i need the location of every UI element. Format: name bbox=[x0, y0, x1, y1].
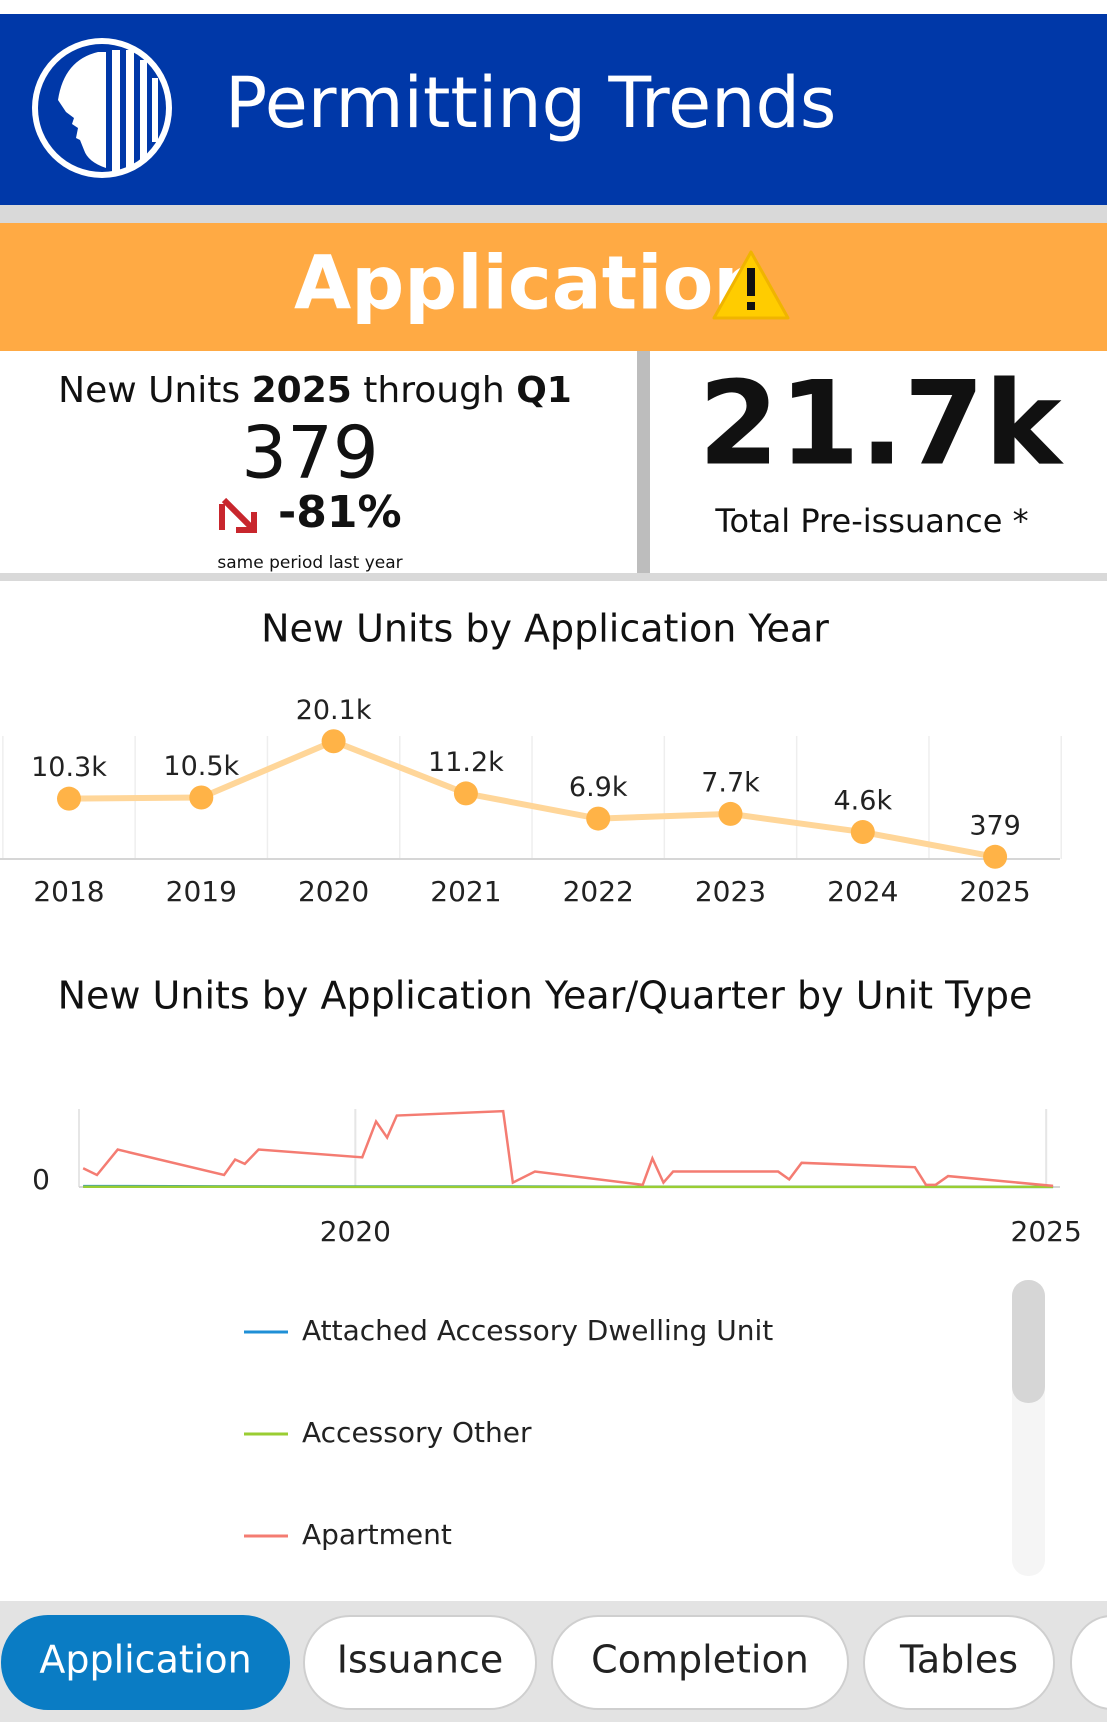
x-tick-label: 2020 bbox=[298, 875, 369, 908]
line bbox=[68, 738, 996, 860]
banner bbox=[0, 223, 1107, 351]
kpi-change-note: same period last year bbox=[217, 553, 402, 573]
point bbox=[850, 820, 875, 845]
data-label: 20.1k bbox=[296, 695, 372, 726]
banner-title: Application bbox=[294, 241, 766, 327]
kpi-divider bbox=[637, 351, 650, 573]
header-title: Permitting Trends bbox=[225, 62, 836, 144]
legend-label[interactable]: Accessory Other bbox=[302, 1416, 532, 1449]
x-tick-label: 2021 bbox=[430, 875, 501, 908]
series-line bbox=[82, 1109, 1054, 1188]
point bbox=[189, 785, 214, 810]
x-tick-label: 2020 bbox=[320, 1215, 391, 1248]
kpi-year: 2025 bbox=[252, 370, 352, 411]
kpi-label: New Units bbox=[58, 370, 240, 411]
tab-label[interactable]: Application bbox=[39, 1638, 251, 1682]
point bbox=[983, 844, 1008, 869]
kpi-total-label: Total Pre-issuance * bbox=[714, 502, 1028, 540]
status-gap bbox=[0, 0, 1107, 14]
x-tick-label: 2025 bbox=[1011, 1215, 1082, 1248]
kpi-value: 379 bbox=[241, 411, 378, 495]
scrollbar-thumb[interactable] bbox=[1012, 1280, 1045, 1403]
point bbox=[453, 781, 478, 806]
kpi-change: -81% bbox=[278, 487, 402, 538]
kpi-total: 21.7k bbox=[698, 357, 1064, 492]
kpi-heading: New Units 2025 through Q1 bbox=[58, 370, 572, 411]
legend-label[interactable]: Attached Accessory Dwelling Unit bbox=[302, 1314, 773, 1347]
warning-icon bbox=[712, 250, 790, 320]
chart-title: New Units by Application Year bbox=[261, 607, 829, 651]
tab[interactable] bbox=[863, 1615, 1055, 1710]
y-tick-label: 0 bbox=[32, 1163, 50, 1196]
data-label: 7.7k bbox=[701, 767, 760, 798]
point bbox=[57, 786, 81, 811]
data-label: 10.5k bbox=[163, 751, 239, 782]
legend-label[interactable]: Apartment bbox=[302, 1518, 452, 1551]
data-label: 6.9k bbox=[569, 772, 628, 803]
tab[interactable] bbox=[1, 1615, 290, 1710]
kpi-quarter: Q1 bbox=[516, 370, 572, 411]
kpi-through: through bbox=[363, 370, 504, 411]
x-tick-label: 2023 bbox=[695, 875, 766, 908]
tab-partial[interactable] bbox=[1070, 1615, 1107, 1710]
data-label: 4.6k bbox=[834, 786, 893, 817]
point bbox=[321, 729, 346, 754]
kpi-bottom-border bbox=[0, 573, 1107, 581]
tab-label[interactable]: Completion bbox=[591, 1638, 809, 1682]
chart-title: New Units by Application Year/Quarter by… bbox=[58, 974, 1033, 1018]
tab[interactable] bbox=[551, 1615, 849, 1710]
x-tick-label: 2018 bbox=[33, 875, 104, 908]
data-label: 10.3k bbox=[31, 752, 107, 783]
data-label: 379 bbox=[969, 810, 1021, 841]
header-gap bbox=[0, 205, 1107, 223]
logo bbox=[32, 38, 172, 178]
x-tick-label: 2022 bbox=[563, 875, 634, 908]
tab-label[interactable]: Tables bbox=[899, 1638, 1018, 1682]
x-tick-label: 2024 bbox=[827, 875, 898, 908]
tab-label[interactable]: Issuance bbox=[337, 1638, 504, 1682]
x-tick-label: 2019 bbox=[166, 875, 237, 908]
data-label: 11.2k bbox=[428, 747, 504, 778]
down-arrow-icon bbox=[219, 497, 257, 533]
point bbox=[718, 801, 743, 826]
header-bar bbox=[0, 14, 1107, 205]
point bbox=[586, 806, 611, 831]
x-tick-label: 2025 bbox=[959, 875, 1030, 908]
tab[interactable] bbox=[303, 1615, 537, 1710]
kpi-panel bbox=[0, 351, 1107, 573]
